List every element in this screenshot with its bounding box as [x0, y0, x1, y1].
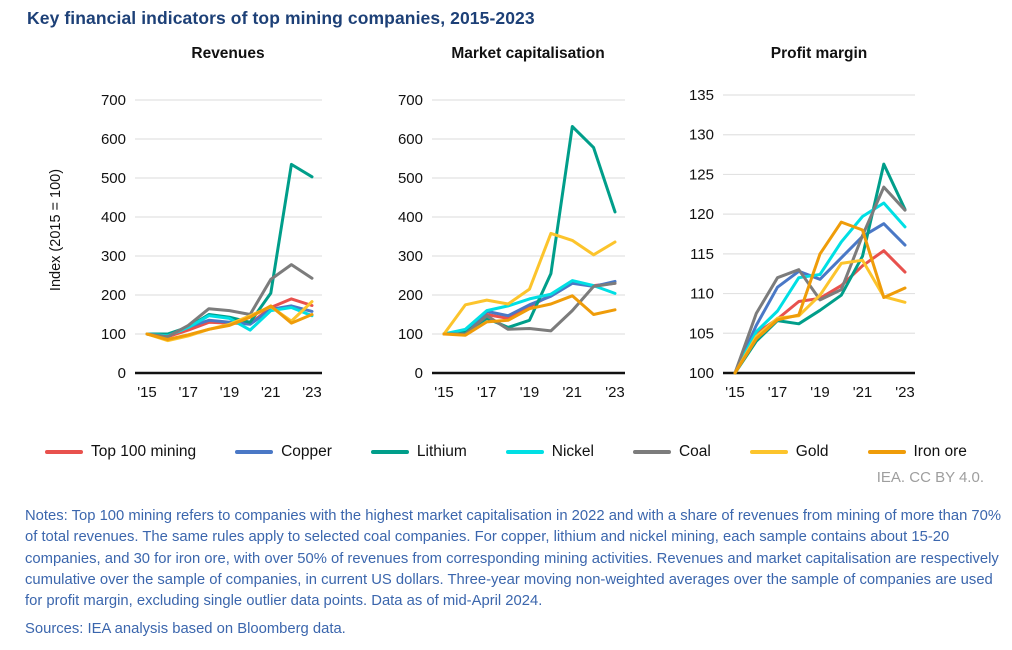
series-line-iron-ore [733, 220, 907, 375]
y-tick-label: 0 [118, 365, 126, 382]
page-title: Key financial indicators of top mining c… [27, 8, 535, 28]
x-tick-label: '15 [137, 384, 157, 401]
y-tick-label: 300 [398, 248, 423, 265]
chart-title-market-capitalisation: Market capitalisation [451, 45, 605, 62]
y-tick-label: 100 [689, 365, 714, 382]
x-tick-label: '19 [220, 384, 240, 401]
y-tick-label: 100 [101, 326, 126, 343]
legend: Top 100 mining Copper Lithium Nickel Coa… [45, 443, 967, 461]
legend-item-lithium: Lithium [370, 443, 467, 461]
legend-item-coal: Coal [632, 443, 711, 461]
x-tick-label: '15 [725, 384, 745, 401]
coal-swatch-icon [632, 450, 671, 454]
market-capitalisation-line-chart: 0 100 200 300 400 500 600 700 '15 '17 '19 '21 '23 [398, 92, 625, 401]
y-axis-label: Index (2015 = 100) [48, 168, 64, 292]
y-tick-label: 400 [101, 209, 126, 226]
legend-label: Iron ore [913, 443, 967, 460]
x-tick-label: '21 [261, 384, 281, 401]
series-line-iron-ore [442, 294, 617, 337]
x-tick-label: '17 [178, 384, 198, 401]
x-tick-label: '19 [520, 384, 540, 401]
legend-item-top-100-mining: Top 100 mining [45, 443, 196, 461]
y-tick-label: 400 [398, 209, 423, 226]
y-tick-label: 120 [689, 206, 714, 223]
legend-item-iron-ore: Iron ore [867, 443, 967, 461]
revenues-line-chart: 0 100 200 300 400 500 600 700 '15 '17 '19 '21 '23 [101, 92, 322, 401]
y-tick-label: 700 [101, 92, 126, 109]
x-tick-label: '19 [810, 384, 830, 401]
y-tick-label: 200 [398, 287, 423, 304]
top-100-mining-swatch-icon [45, 450, 83, 454]
y-tick-label: 500 [101, 170, 126, 187]
y-tick-label: 110 [690, 286, 714, 303]
legend-label: Lithium [416, 443, 467, 460]
copper-swatch-icon [235, 450, 274, 454]
y-tick-label: 300 [101, 248, 126, 265]
series-line-gold [442, 231, 617, 336]
y-tick-label: 600 [398, 131, 423, 148]
x-tick-label: '17 [477, 384, 497, 401]
chart-title-profit-margin: Profit margin [770, 45, 868, 62]
iron-ore-swatch-icon [867, 450, 906, 454]
legend-item-nickel: Nickel [505, 443, 594, 461]
y-tick-label: 115 [690, 246, 714, 263]
y-tick-label: 125 [689, 166, 714, 183]
legend-label: Gold [795, 443, 829, 460]
series-line-gold [733, 258, 907, 375]
x-tick-label: '21 [562, 384, 582, 401]
y-tick-label: 105 [689, 325, 714, 342]
series-line-copper [733, 222, 907, 375]
y-tick-label: 600 [101, 131, 126, 148]
y-tick-label: 500 [398, 170, 423, 187]
chart-title-revenues: Revenues [191, 45, 265, 62]
legend-label: Coal [678, 443, 711, 460]
gold-swatch-icon [749, 450, 788, 454]
series-line-coal [733, 185, 907, 375]
lithium-swatch-icon [370, 450, 409, 454]
legend-item-copper: Copper [235, 443, 332, 461]
y-tick-label: 700 [398, 92, 423, 109]
legend-label: Top 100 mining [91, 443, 197, 460]
legend-item-gold: Gold [749, 443, 829, 461]
x-tick-label: '23 [605, 384, 625, 401]
license-attribution: IEA. CC BY 4.0. [876, 469, 984, 486]
notes-text: Notes: Top 100 mining refers to companie… [25, 508, 1002, 610]
profit-margin-line-chart: 100 105 110 115 120 125 130 135 '15 '17 '19 '21 '23 [689, 87, 915, 401]
series-line-iron-ore [145, 304, 314, 341]
series-line-nickel [442, 279, 617, 336]
series-line-nickel [733, 201, 907, 375]
nickel-swatch-icon [505, 450, 544, 454]
legend-label: Copper [281, 443, 332, 460]
x-tick-label: '21 [853, 384, 873, 401]
series-line-coal [442, 281, 617, 336]
y-tick-label: 0 [415, 365, 423, 382]
x-tick-label: '23 [302, 384, 322, 401]
x-tick-label: '17 [768, 384, 788, 401]
x-tick-label: '23 [895, 384, 915, 401]
y-tick-label: 200 [101, 287, 126, 304]
sources-text: Sources: IEA analysis based on Bloomberg… [25, 621, 346, 637]
legend-label: Nickel [551, 443, 594, 460]
x-tick-label: '15 [434, 384, 454, 401]
series-line-coal [145, 263, 314, 339]
y-tick-label: 130 [689, 127, 714, 144]
y-tick-label: 135 [689, 87, 714, 104]
y-tick-label: 100 [398, 326, 423, 343]
